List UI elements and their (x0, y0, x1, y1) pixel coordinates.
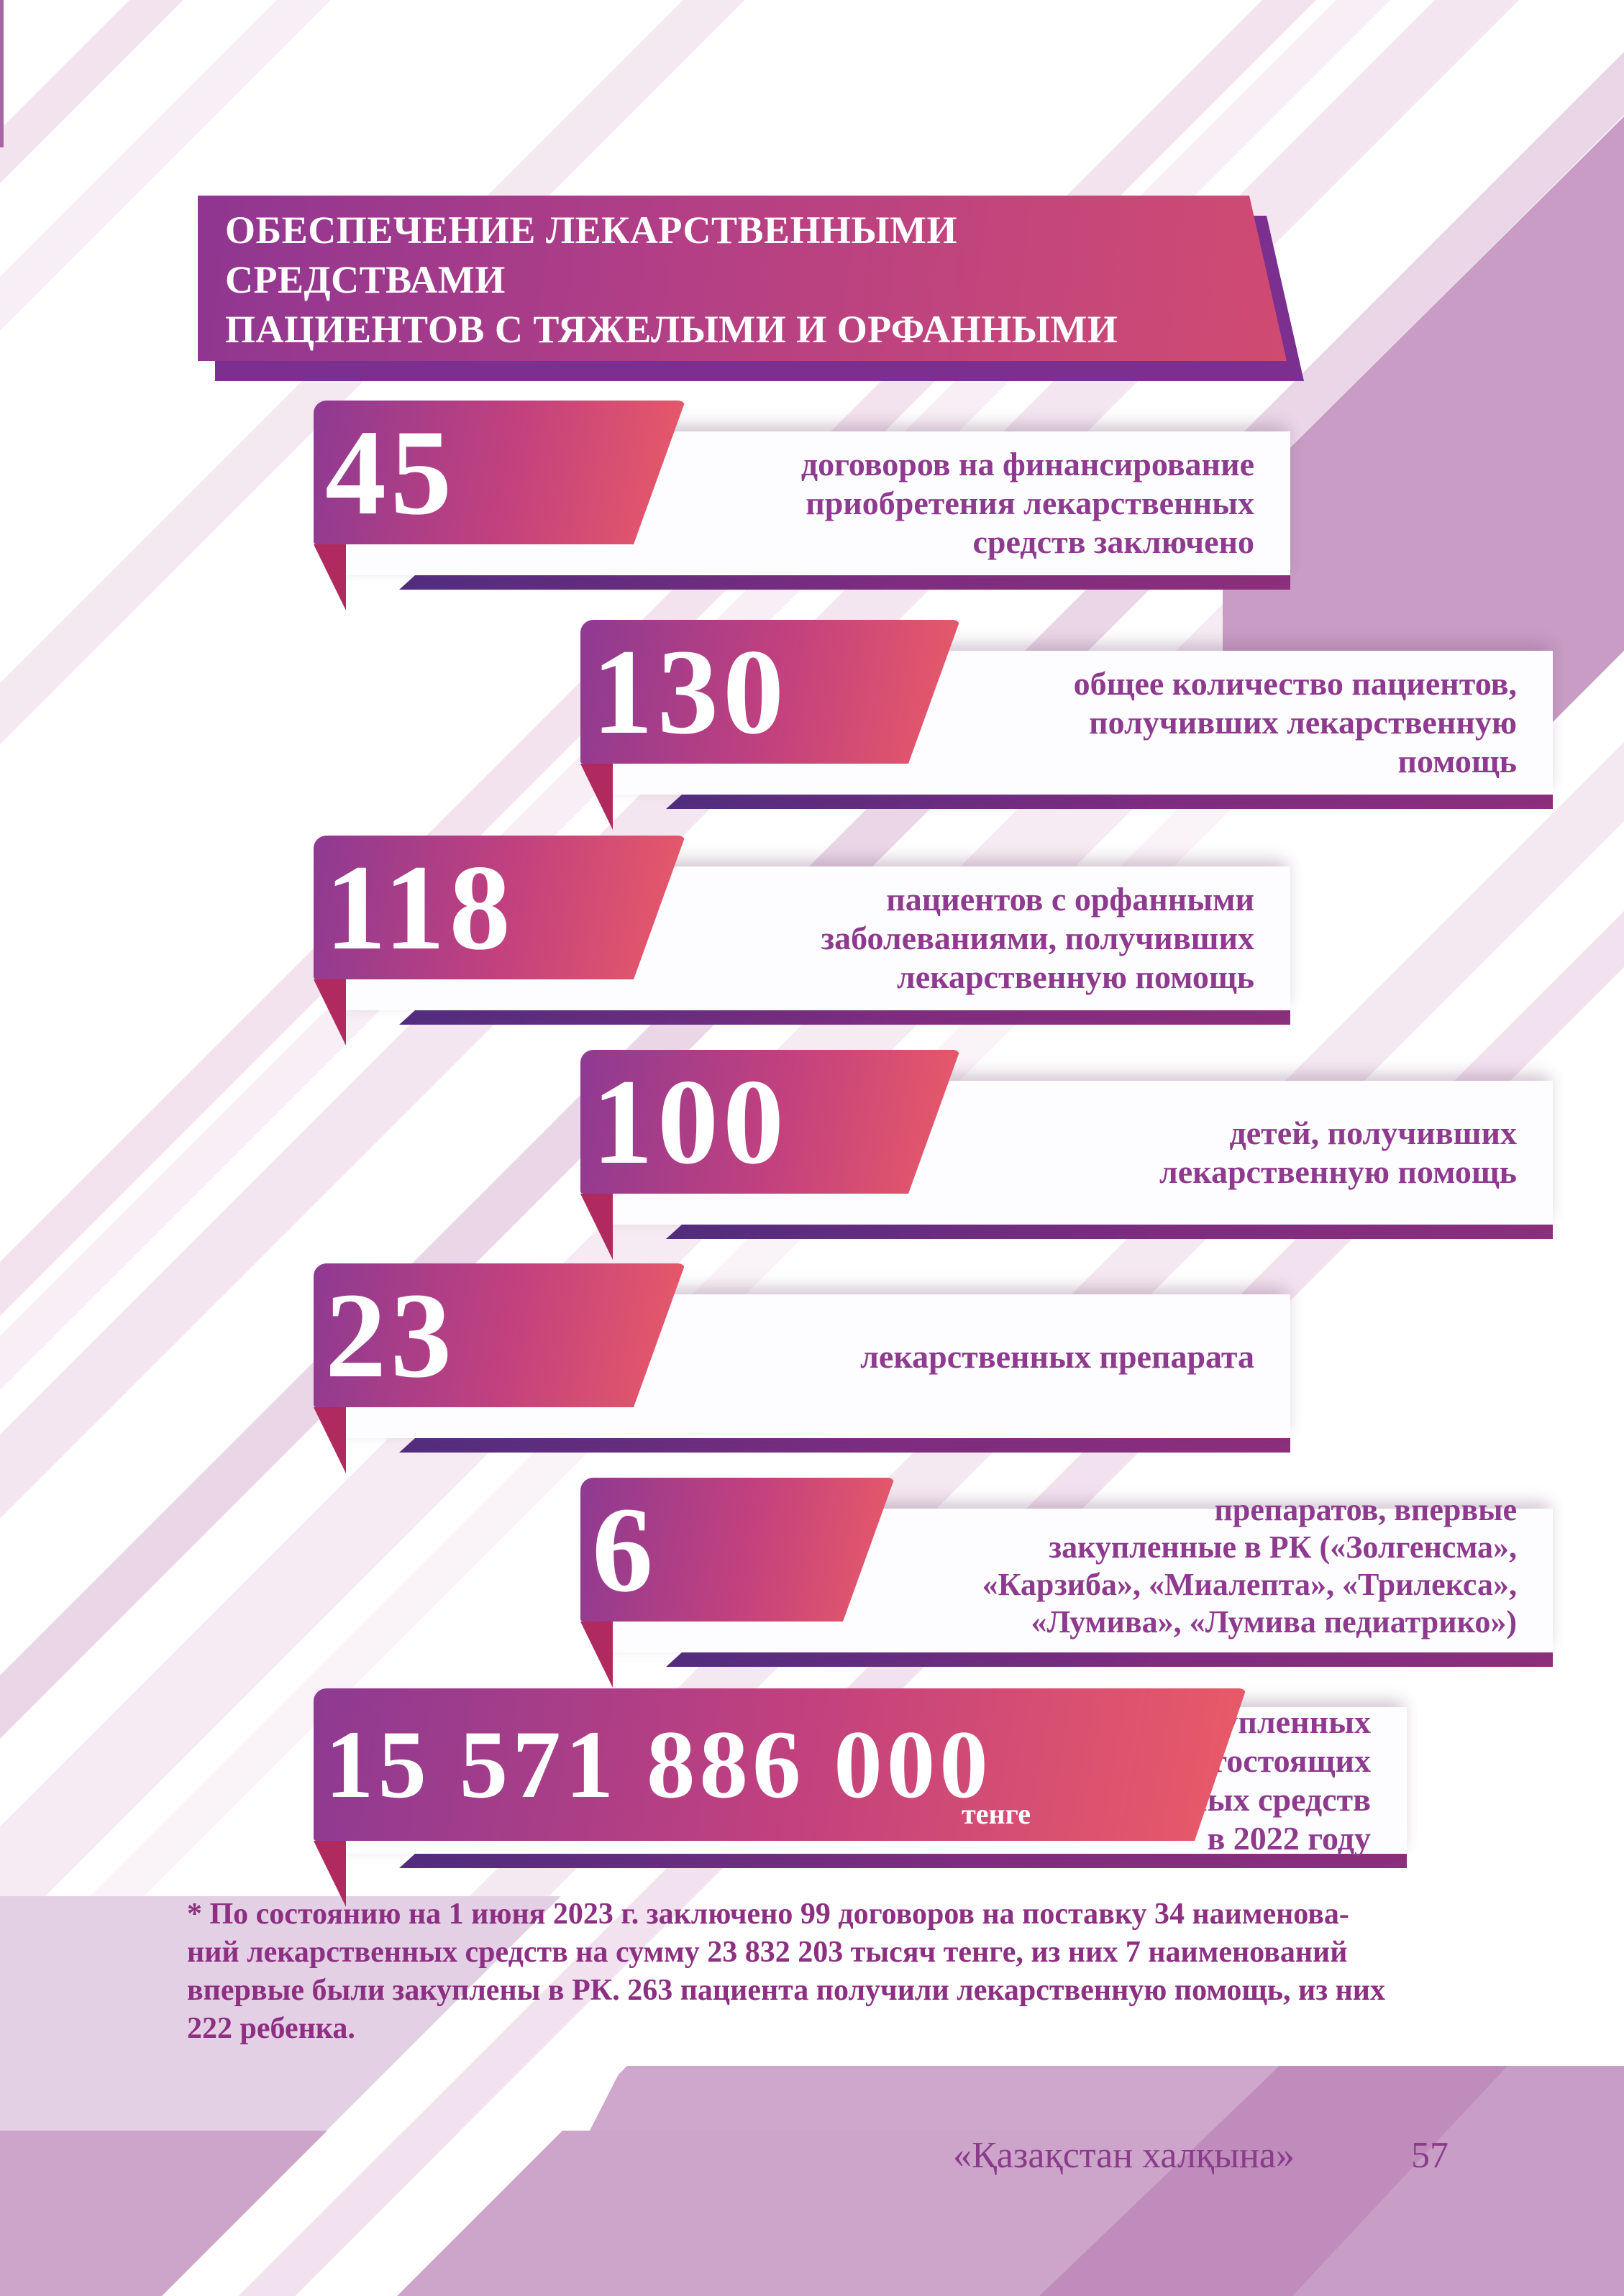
stat-unit: тенге (962, 1798, 1031, 1830)
ribbon-bar (666, 1652, 1553, 1667)
ribbon-bar (399, 1854, 1407, 1868)
page-number: 57 (1411, 2135, 1449, 2176)
stat-value: 130 (592, 624, 788, 759)
stat-label: лекарственных препарата (860, 1338, 1254, 1375)
ribbon-bar (399, 1438, 1290, 1453)
stat-block-total-sum: сумма закупленных дорогостоящих лекарств… (314, 1707, 1424, 1907)
stat-label: детей, получивших лекарственную помощь (1159, 1115, 1517, 1190)
stat-value: 6 (592, 1482, 657, 1617)
stat-block-children: детей, получивших лекарственную помощь 1… (580, 1081, 1570, 1266)
stat-ribbon: 6 (580, 1478, 895, 1622)
stat-label: пациентов с орфанными заболеваниями, пол… (821, 881, 1254, 995)
ribbon-bar (399, 1010, 1290, 1025)
stat-value: 45 (325, 405, 456, 540)
stat-value: 100 (592, 1054, 788, 1189)
ribbon-bar (399, 575, 1290, 590)
page-title: ОБЕСПЕЧЕНИЕ ЛЕКАРСТВЕННЫМИ СРЕДСТВАМИ ПА… (225, 209, 1118, 361)
stat-ribbon: 45 (314, 401, 685, 544)
stat-ribbon: 130 (580, 620, 960, 764)
stat-ribbon: 118 (314, 836, 685, 979)
stat-value: 23 (325, 1268, 456, 1403)
stat-ribbon: 100 (580, 1050, 960, 1194)
stat-value: 15 571 886 000 (325, 1711, 993, 1819)
stat-value: 118 (325, 840, 515, 975)
footnote: * По состоянию на 1 июня 2023 г. заключе… (187, 1898, 1385, 2045)
stat-block-patients-total: общее количество пациентов, получивших л… (580, 651, 1570, 836)
stat-label: договоров на финансирование приобретения… (800, 446, 1254, 560)
stat-label: общее количество пациентов, получивших л… (1073, 665, 1517, 779)
stat-ribbon: 23 (314, 1263, 685, 1407)
stat-block-first-purchased: препаратов, впервые закупленные в РК («З… (580, 1509, 1570, 1694)
stat-ribbon: 15 571 886 000 тенге (314, 1688, 1246, 1841)
footer-brand: «Қазақстан халқына» (953, 2135, 1295, 2176)
stat-block-orphan-patients: пациентов с орфанными заболеваниями, пол… (314, 866, 1308, 1052)
ribbon-bar (666, 1225, 1553, 1239)
title-banner: ОБЕСПЕЧЕНИЕ ЛЕКАРСТВЕННЫМИ СРЕДСТВАМИ ПА… (198, 196, 1287, 361)
stat-label: препаратов, впервые закупленные в РК («З… (982, 1492, 1517, 1639)
stat-block-drugs: лекарственных препарата 23 (314, 1294, 1308, 1480)
ribbon-bar (666, 795, 1553, 809)
stat-block-contracts: договоров на финансирование приобретения… (314, 431, 1308, 617)
